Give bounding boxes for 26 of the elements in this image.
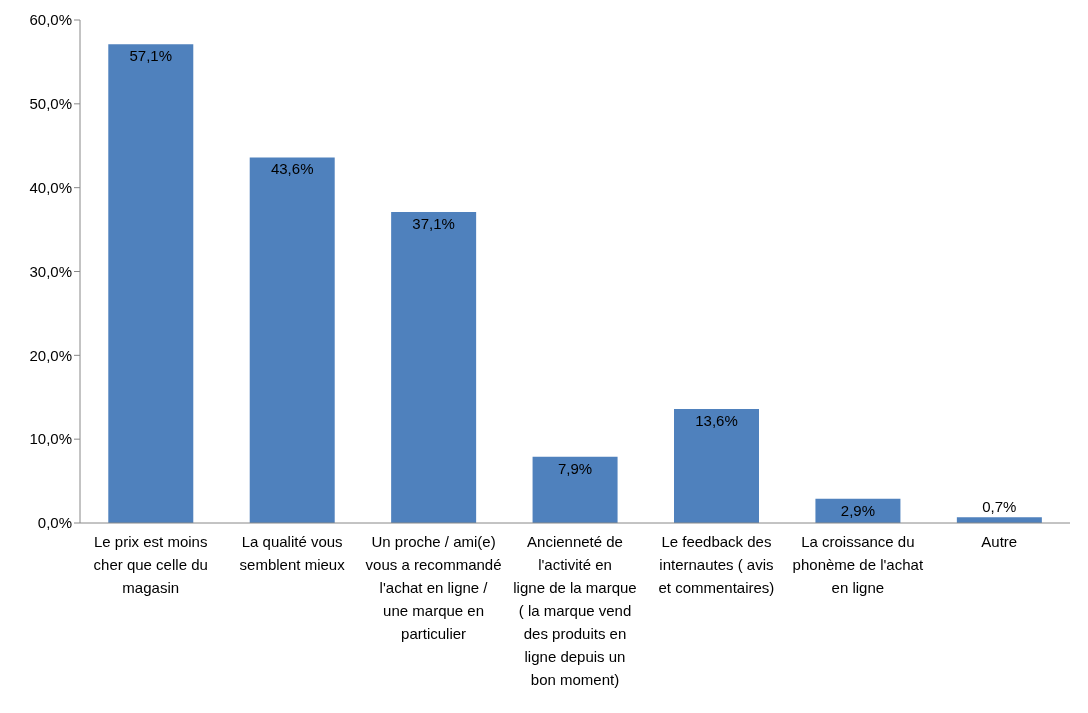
data-label: 37,1%: [412, 214, 455, 232]
y-tick-label: 10,0%: [29, 430, 72, 448]
data-label: 43,6%: [270, 160, 314, 178]
x-tick-label: Autre: [981, 533, 1018, 550]
bar: [108, 44, 194, 523]
data-label: 2,9%: [840, 501, 876, 519]
y-tick-label: 60,0%: [29, 11, 72, 29]
x-tick-label: La croissance du phonème de l'achat en ligne: [792, 533, 924, 596]
data-label: 7,9%: [557, 459, 593, 477]
x-tick-label: Ancienneté de l'activité en ligne de la marque ( la marque vend des produits en ligne depuis un bon moment): [513, 533, 637, 688]
x-tick-label: Un proche / ami(e) vous a recommandé l'achat en ligne / une marque en particulier: [365, 533, 502, 642]
data-label: 57,1%: [129, 47, 173, 65]
y-tick-label: 20,0%: [29, 346, 72, 364]
bar: [391, 211, 477, 523]
data-label: 13,6%: [695, 411, 738, 429]
y-tick-label: 50,0%: [29, 95, 72, 113]
x-tick-label: Le prix est moins cher que celle du magasin: [93, 533, 208, 596]
data-label: 0,7%: [982, 498, 1017, 516]
x-tick-label: Le feedback des internautes ( avis et commentaires): [658, 533, 775, 596]
y-tick-label: 30,0%: [29, 262, 72, 280]
bar: [674, 408, 759, 523]
x-tick-label: La qualité vous semblent mieux: [239, 533, 346, 573]
bar: [249, 157, 335, 523]
y-tick-label: 40,0%: [29, 178, 72, 196]
y-tick-label: 0,0%: [37, 514, 72, 532]
bar: [532, 456, 618, 523]
